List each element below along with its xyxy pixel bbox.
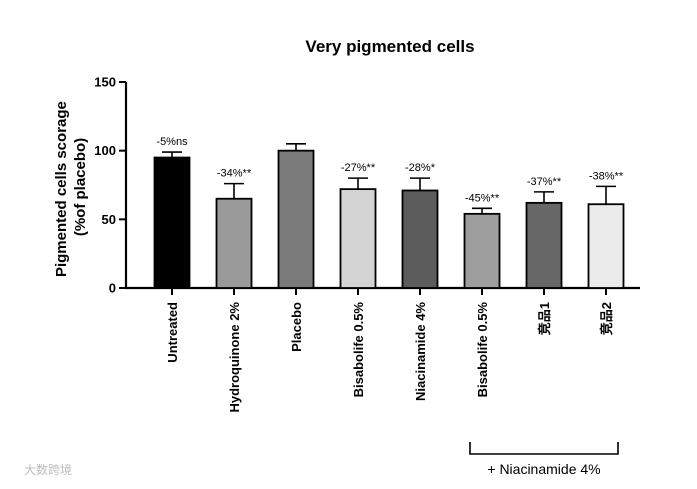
- bar-annotation: -27%**: [341, 162, 376, 174]
- bars: [153, 149, 625, 289]
- bracket-line: [469, 442, 619, 455]
- bar-annotation: -28%*: [405, 162, 436, 174]
- bar: [587, 203, 625, 289]
- bar: [525, 201, 563, 289]
- category-label: Hydroquinone 2%: [227, 302, 242, 413]
- y-axis-label-line-2: (%of placebo): [72, 138, 89, 236]
- bar: [153, 156, 191, 289]
- y-tick-label: 50: [102, 212, 116, 227]
- bracket-label: + Niacinamide 4%: [487, 461, 600, 477]
- group-bracket: + Niacinamide 4%: [469, 442, 619, 477]
- category-label: Bisabolife 0.5%: [351, 302, 366, 398]
- bar-annotation: -5%ns: [156, 136, 188, 148]
- category-labels: Untreated Hydroquinone 2% Placebo Bisabolif…: [165, 302, 614, 413]
- y-ticks: 0 50 100 150: [94, 75, 126, 296]
- annotations: -5%ns -34%** -27%** -28%* -45%** -37%** -38%**: [156, 136, 623, 204]
- bar-annotation: -45%**: [465, 192, 500, 204]
- bar: [339, 188, 377, 289]
- category-label: Placebo: [289, 302, 304, 352]
- category-label: 竞品2: [599, 302, 614, 335]
- category-label: Untreated: [165, 302, 180, 363]
- axes: [124, 82, 640, 295]
- y-axis-label-line-1: Pigmented cells scorage: [53, 101, 70, 277]
- y-tick-label: 0: [109, 281, 116, 296]
- category-label: Niacinamide 4%: [413, 302, 428, 401]
- chart-title: Very pigmented cells: [305, 37, 474, 56]
- category-label: Bisabolife 0.5%: [475, 302, 490, 398]
- y-tick-label: 150: [94, 75, 116, 90]
- bar: [401, 189, 439, 289]
- bar-annotation: -34%**: [217, 168, 252, 180]
- category-label: 竞品1: [537, 302, 552, 335]
- y-tick-label: 100: [94, 143, 116, 158]
- bar: [277, 149, 315, 289]
- bar: [463, 212, 501, 289]
- watermark: 大数跨境: [24, 462, 72, 477]
- error-bars: [162, 143, 616, 214]
- y-axis-label: Pigmented cells scorage (%of placebo): [53, 97, 89, 277]
- bar-annotation: -37%**: [527, 176, 562, 188]
- bar: [215, 197, 253, 289]
- bar-annotation: -38%**: [589, 170, 624, 182]
